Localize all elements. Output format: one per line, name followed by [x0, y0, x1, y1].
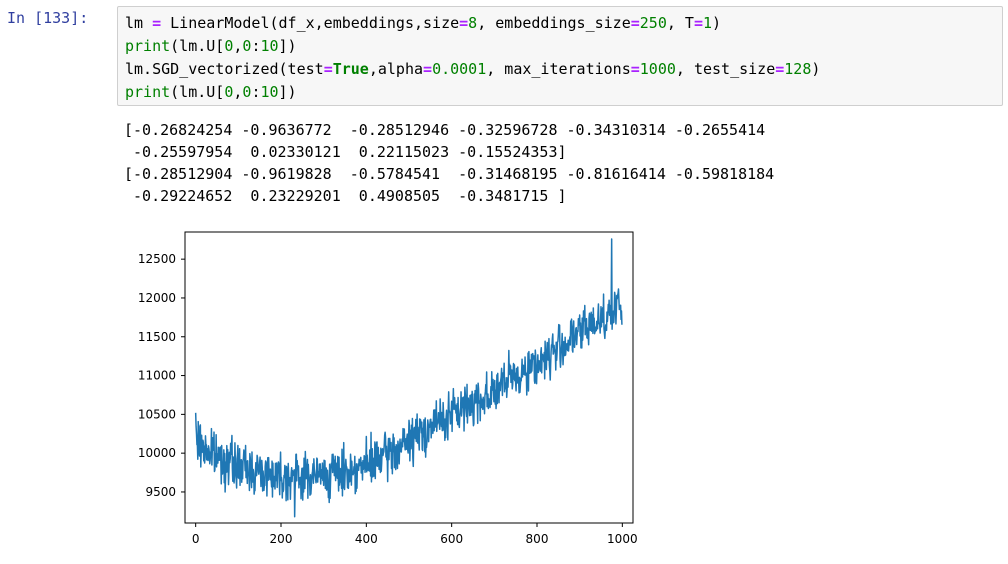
cell-prompt: In [133]:: [7, 9, 89, 27]
code-line[interactable]: lm = LinearModel(df_x,embeddings,size=8,…: [125, 14, 721, 32]
code-token: =: [152, 14, 162, 32]
x-tick-label: 0: [192, 532, 200, 546]
code-token: =: [423, 60, 433, 78]
x-tick-label: 1000: [607, 532, 638, 546]
axes-frame: [184, 231, 634, 524]
code-token: 10: [260, 83, 279, 101]
y-tick-label: 11500: [138, 330, 176, 344]
code-token: print: [125, 37, 171, 55]
x-tick-label: 800: [526, 532, 549, 546]
code-token: (lm.U[: [170, 83, 225, 101]
code-token: 0: [224, 37, 234, 55]
code-token: lm.SGD_vectorized(test: [125, 60, 324, 78]
output-line: -0.25597954 0.02330121 0.22115023 -0.155…: [124, 143, 567, 161]
code-token: =: [775, 60, 785, 78]
code-token: :: [251, 37, 261, 55]
code-token: , test_size: [675, 60, 776, 78]
code-token: ,: [233, 83, 243, 101]
series-line: [194, 238, 623, 518]
code-token: 0.0001: [432, 60, 487, 78]
code-token: 0: [224, 83, 234, 101]
code-token: , embeddings_size: [477, 14, 631, 32]
code-token: ,: [233, 37, 243, 55]
output-line: [-0.26824254 -0.9636772 -0.28512946 -0.3…: [124, 121, 766, 139]
code-token: ): [811, 60, 821, 78]
code-token: =: [459, 14, 469, 32]
code-line[interactable]: print(lm.U[0,0:10]): [125, 83, 297, 101]
code-token: , max_iterations: [486, 60, 631, 78]
output-line: [-0.28512904 -0.9619828 -0.5784541 -0.31…: [124, 165, 775, 183]
code-token: , T: [666, 14, 694, 32]
code-token: 128: [784, 60, 812, 78]
code-token: (lm.U[: [170, 37, 225, 55]
code-token: =: [323, 60, 333, 78]
code-token: 1000: [639, 60, 676, 78]
code-token: =: [630, 60, 640, 78]
x-tick-label: 600: [440, 532, 463, 546]
code-token: ,alpha: [368, 60, 424, 78]
x-tick-label: 200: [270, 532, 293, 546]
code-token: ]): [278, 83, 297, 101]
y-tick-label: 10500: [138, 407, 176, 421]
y-tick-label: 12000: [138, 291, 176, 305]
code-token: =: [693, 14, 703, 32]
code-token: lm: [125, 14, 153, 32]
code-token: 8: [468, 14, 478, 32]
output-line: -0.29224652 0.23229201 0.4908505 -0.3481…: [124, 187, 567, 205]
code-token: print: [125, 83, 171, 101]
code-token: ): [712, 14, 722, 32]
code-token: LinearModel(df_x,embeddings,size: [161, 14, 460, 32]
y-tick-label: 12500: [138, 252, 176, 266]
y-tick-label: 11000: [138, 369, 176, 383]
code-token: ]): [278, 37, 297, 55]
x-tick-label: 400: [355, 532, 378, 546]
code-token: 0: [242, 83, 252, 101]
code-token: 10: [260, 37, 279, 55]
y-tick-label: 9500: [145, 485, 176, 499]
code-token: 1: [702, 14, 713, 32]
code-input-area[interactable]: lm = LinearModel(df_x,embeddings,size=8,…: [117, 6, 1003, 106]
code-token: :: [251, 83, 261, 101]
code-line[interactable]: lm.SGD_vectorized(test=True,alpha=0.0001…: [125, 60, 820, 78]
code-token: 250: [639, 14, 667, 32]
code-token: =: [630, 14, 640, 32]
code-line[interactable]: print(lm.U[0,0:10]): [125, 37, 297, 55]
code-token: True: [332, 60, 369, 78]
code-token: 0: [242, 37, 252, 55]
y-tick-label: 10000: [138, 446, 176, 460]
